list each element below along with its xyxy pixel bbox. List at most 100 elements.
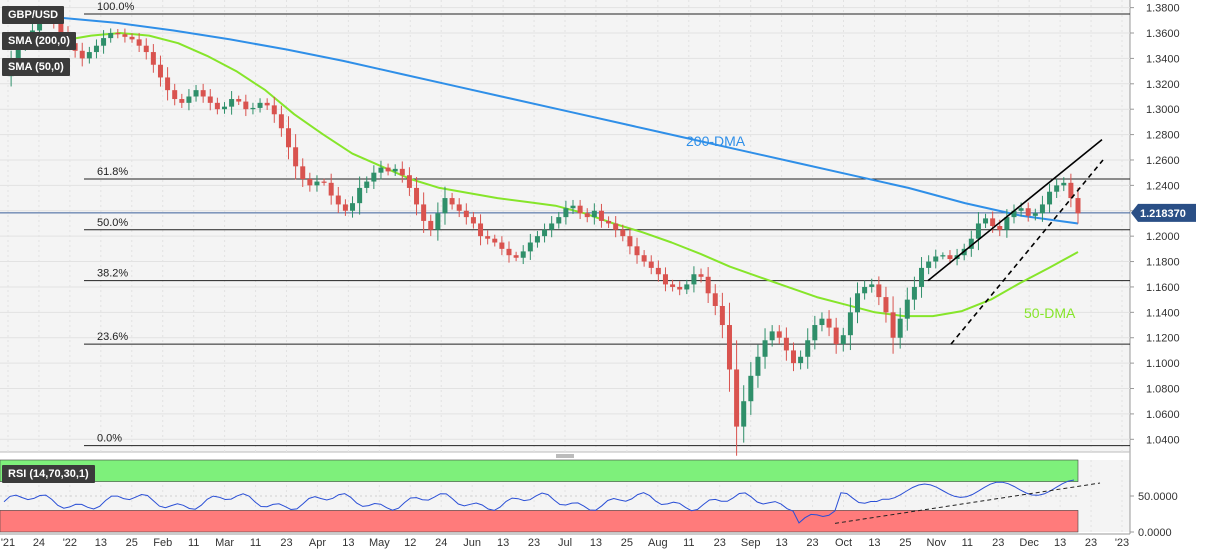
candle-body [179, 99, 185, 103]
time-tick-label: 24 [435, 537, 447, 549]
candle-body [670, 284, 676, 287]
sma200-legend[interactable]: SMA (200,0) [2, 32, 76, 50]
sma50-legend[interactable]: SMA (50,0) [2, 58, 70, 76]
candle-body [840, 335, 846, 345]
time-tick-label: 23 [528, 537, 540, 549]
sma200-annotation: 200-DMA [686, 133, 746, 149]
candle-body [307, 179, 313, 186]
price-tick-label: 1.2600 [1146, 155, 1180, 167]
time-tick-label: 11 [250, 537, 261, 549]
candle-body [755, 356, 761, 376]
candle-body [591, 210, 597, 218]
candle-body [606, 220, 612, 224]
candle-body [79, 50, 85, 59]
candle-body [904, 299, 910, 319]
time-tick-label: 24 [33, 537, 45, 549]
grid-lines [0, 0, 1130, 532]
candle-body [812, 325, 818, 341]
candle-body [200, 90, 206, 97]
candle-body [570, 205, 576, 209]
time-tick-label: 13 [590, 537, 602, 549]
price-tick-label: 1.2400 [1146, 180, 1180, 192]
candle-body [584, 213, 590, 218]
candle-body [37, 20, 43, 31]
fib-level-label: 23.6% [97, 331, 128, 343]
moving-averages [3, 14, 1079, 318]
time-tick-label: 13 [342, 537, 354, 549]
candle-body [613, 223, 619, 230]
time-tick-label: '22 [63, 537, 77, 549]
price-tick-label: 1.2800 [1146, 130, 1180, 142]
fib-level-label: 100.0% [97, 1, 135, 13]
candle-body [911, 286, 917, 300]
time-tick-label: Aug [648, 537, 668, 549]
candle-body [385, 167, 391, 172]
candle-body [698, 274, 704, 277]
candle-body [684, 284, 690, 290]
time-tick-label: '21 [1, 537, 15, 549]
candle-body [271, 105, 277, 115]
candle-body [940, 255, 946, 257]
time-tick-label: 23 [714, 537, 726, 549]
candle-body [492, 238, 498, 243]
candle-body [193, 90, 199, 97]
rsi-overbought-zone [0, 459, 1079, 482]
candle-body [563, 208, 569, 218]
price-tick-label: 1.1800 [1146, 257, 1180, 269]
candle-body [826, 318, 832, 328]
candle-body [534, 236, 540, 243]
time-tick-label: May [369, 537, 390, 549]
candle-body [919, 267, 925, 287]
price-tick-label: 1.0800 [1146, 384, 1180, 396]
rsi-trend-line [834, 482, 1101, 524]
time-tick-label: Jul [558, 537, 572, 549]
price-axis: 1.3800 1.3600 1.3400 1.3200 1.3000 1.2800 1.26… [1130, 3, 1180, 446]
price-tick-label: 1.3400 [1146, 53, 1180, 65]
price-tick-label: 1.0400 [1146, 434, 1180, 446]
price-tick-label: 1.1400 [1146, 307, 1180, 319]
candle-body [719, 305, 725, 326]
candle-body [129, 36, 135, 40]
candle-body [883, 297, 889, 313]
candle-body [634, 246, 640, 256]
candle-body [762, 340, 768, 357]
candle-body [449, 198, 455, 205]
candle-body [150, 52, 156, 65]
candle-body [278, 114, 284, 129]
candle-body [470, 217, 476, 224]
candle-body [997, 226, 1003, 230]
time-tick-label: 25 [126, 537, 138, 549]
candle-body [86, 52, 92, 59]
candle-body [691, 274, 697, 285]
rsi-legend[interactable]: RSI (14,70,30,1) [2, 465, 95, 483]
time-tick-label: 13 [775, 537, 787, 549]
symbol-label[interactable]: GBP/USD [2, 6, 65, 24]
candle-body [577, 205, 583, 214]
price-tick-label: 1.1200 [1146, 333, 1180, 345]
candle-body [250, 107, 256, 110]
candle-body [734, 369, 740, 427]
candle-body [350, 203, 356, 211]
candle-body [897, 318, 903, 338]
candle-body [805, 340, 811, 357]
candle-body [172, 90, 178, 100]
candle-body [321, 181, 327, 183]
candle-body [783, 337, 789, 351]
price-tag-label: 1.218370 [1140, 208, 1186, 220]
rsi-tick-label: 50.0000 [1138, 491, 1178, 503]
candlesticks [8, 11, 1081, 456]
time-tick-label: 23 [806, 537, 818, 549]
candle-body [421, 204, 427, 221]
candle-body [136, 39, 142, 46]
candle-body [463, 210, 469, 218]
candle-body [101, 38, 107, 46]
time-tick-label: 12 [404, 537, 416, 549]
current-price-tag: 1.218370 [1131, 203, 1196, 222]
candle-body [712, 293, 718, 306]
price-tick-label: 1.1600 [1146, 282, 1180, 294]
candle-body [527, 242, 533, 252]
pane-splitter-handle[interactable] [556, 454, 574, 458]
candle-body [414, 187, 420, 205]
